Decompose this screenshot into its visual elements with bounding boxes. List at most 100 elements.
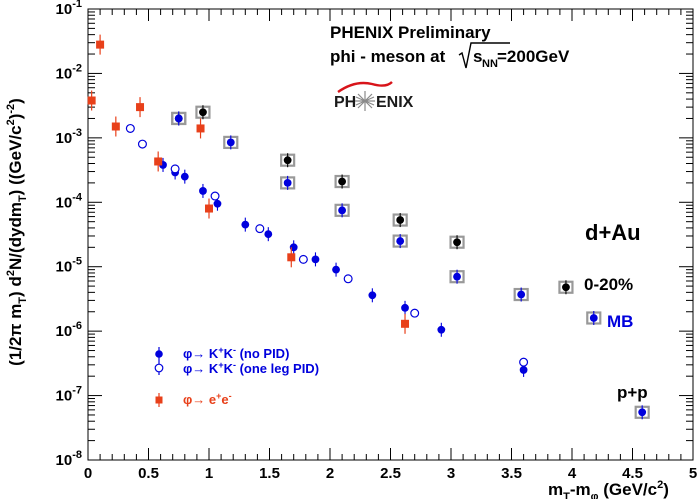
data-point xyxy=(137,139,147,149)
marker xyxy=(241,220,250,229)
x-tick-label: 3.5 xyxy=(501,465,522,482)
data-point xyxy=(180,169,189,184)
marker xyxy=(205,204,213,213)
marker xyxy=(154,157,163,166)
data-point xyxy=(298,254,308,264)
data-point xyxy=(392,213,408,228)
marker xyxy=(125,123,135,133)
marker xyxy=(517,290,526,299)
x-tick-label: 2 xyxy=(326,465,334,482)
x-tick-label: 3 xyxy=(447,465,455,482)
legend-entry-ee: φ→ e+e- xyxy=(155,391,232,407)
marker xyxy=(343,274,353,284)
marker xyxy=(437,325,446,334)
marker xyxy=(311,255,320,264)
svg-text:(1/2π mT) d2N/(dydmT) ((GeV/c2: (1/2π mT) d2N/(dydmT) ((GeV/c2)-2) xyxy=(5,98,29,366)
data-point xyxy=(449,235,465,250)
data-point xyxy=(332,262,340,277)
svg-text:mT-mφ (GeV/c2): mT-mφ (GeV/c2) xyxy=(548,479,669,499)
marker xyxy=(111,122,120,131)
data-point xyxy=(334,174,350,189)
marker xyxy=(283,178,292,187)
x-tick-label: 1.5 xyxy=(259,465,280,482)
subtitle-prefix: phi - meson at xyxy=(330,47,446,66)
x-tick-label: 4.5 xyxy=(622,465,643,482)
data-point xyxy=(558,280,574,295)
x-axis-label: mT-mφ (GeV/c2) xyxy=(548,479,669,499)
data-point xyxy=(136,97,145,118)
subtitle-sqrt-sub: NN xyxy=(482,58,498,70)
data-point xyxy=(634,405,650,420)
marker xyxy=(562,283,570,292)
data-point xyxy=(255,224,265,234)
marker xyxy=(174,114,183,123)
data-point xyxy=(241,217,250,232)
data-point xyxy=(410,308,420,318)
data-point xyxy=(401,313,410,334)
svg-text:φ→ K+K- (no PID): φ→ K+K- (no PID) xyxy=(183,345,289,361)
marker xyxy=(210,191,220,201)
chart-subtitle: phi - meson at s NN =200GeV xyxy=(330,42,570,70)
svg-text:φ→ K+K- (one leg PID): φ→ K+K- (one leg PID) xyxy=(183,360,319,376)
x-tick-label: 0 xyxy=(84,465,92,482)
marker xyxy=(264,230,273,239)
marker xyxy=(287,253,296,262)
marker xyxy=(410,308,420,318)
subtitle-suffix: =200GeV xyxy=(497,47,570,66)
mb-label: MB xyxy=(607,312,633,331)
marker xyxy=(199,108,207,117)
y-tick-label: 10-8 xyxy=(56,449,82,469)
marker xyxy=(338,177,346,186)
data-point xyxy=(519,357,529,367)
data-points xyxy=(87,34,650,420)
x-tick-label: 0.5 xyxy=(138,465,159,482)
data-point xyxy=(223,135,239,150)
data-point xyxy=(311,252,320,267)
data-point xyxy=(96,34,105,55)
data-point xyxy=(586,310,602,325)
x-tick-label: 2.5 xyxy=(380,465,401,482)
y-axis-label: (1/2π mT) d2N/(dydmT) ((GeV/c2)-2) xyxy=(5,98,29,366)
logo-swoosh-icon xyxy=(337,81,393,93)
pp-label: p+p xyxy=(617,383,648,402)
marker xyxy=(638,408,647,417)
data-point xyxy=(87,90,96,111)
data-point xyxy=(513,287,529,302)
y-tick-label: 10-7 xyxy=(56,385,82,405)
marker xyxy=(519,366,528,374)
marker xyxy=(519,357,529,367)
marker xyxy=(96,40,105,49)
chart-title: PHENIX Preliminary xyxy=(330,23,491,42)
data-point xyxy=(280,153,296,168)
marker xyxy=(298,254,308,264)
data-point xyxy=(401,300,409,315)
marker xyxy=(396,237,405,245)
marker xyxy=(396,216,405,224)
logo-text-right: ENIX xyxy=(376,94,414,111)
y-tick-label: 10-1 xyxy=(56,0,82,18)
data-point xyxy=(125,123,135,133)
logo-starburst-icon xyxy=(355,91,375,111)
x-tick-label: 4 xyxy=(568,465,577,482)
marker xyxy=(170,164,180,174)
system-label: d+Au xyxy=(585,220,641,245)
y-tick-label: 10-4 xyxy=(56,191,83,211)
centrality-label: 0-20% xyxy=(584,275,633,294)
svg-text:φ→ e+e-: φ→ e+e- xyxy=(183,391,232,407)
data-point xyxy=(154,151,163,172)
marker xyxy=(137,139,147,149)
data-point xyxy=(437,322,446,337)
data-point xyxy=(264,227,273,242)
axis-ticks: 0 0.5 1 1.5 2 2.5 3 3.5 4 4.5 5 10-8 10-7 10-6 10-5 10-… xyxy=(56,0,698,482)
marker xyxy=(589,314,598,322)
marker xyxy=(180,172,189,181)
data-point xyxy=(170,164,180,174)
legend: φ→ K+K- (no PID) φ→ K+K- (one leg PID) φ… xyxy=(154,345,319,407)
legend-entry-one-leg-pid: φ→ K+K- (one leg PID) xyxy=(154,360,319,376)
legend-entry-no-pid: φ→ K+K- (no PID) xyxy=(155,345,289,361)
y-tick-label: 10-5 xyxy=(56,256,82,276)
sqrt-sign xyxy=(458,42,510,69)
data-point xyxy=(334,203,350,218)
marker xyxy=(87,96,96,105)
